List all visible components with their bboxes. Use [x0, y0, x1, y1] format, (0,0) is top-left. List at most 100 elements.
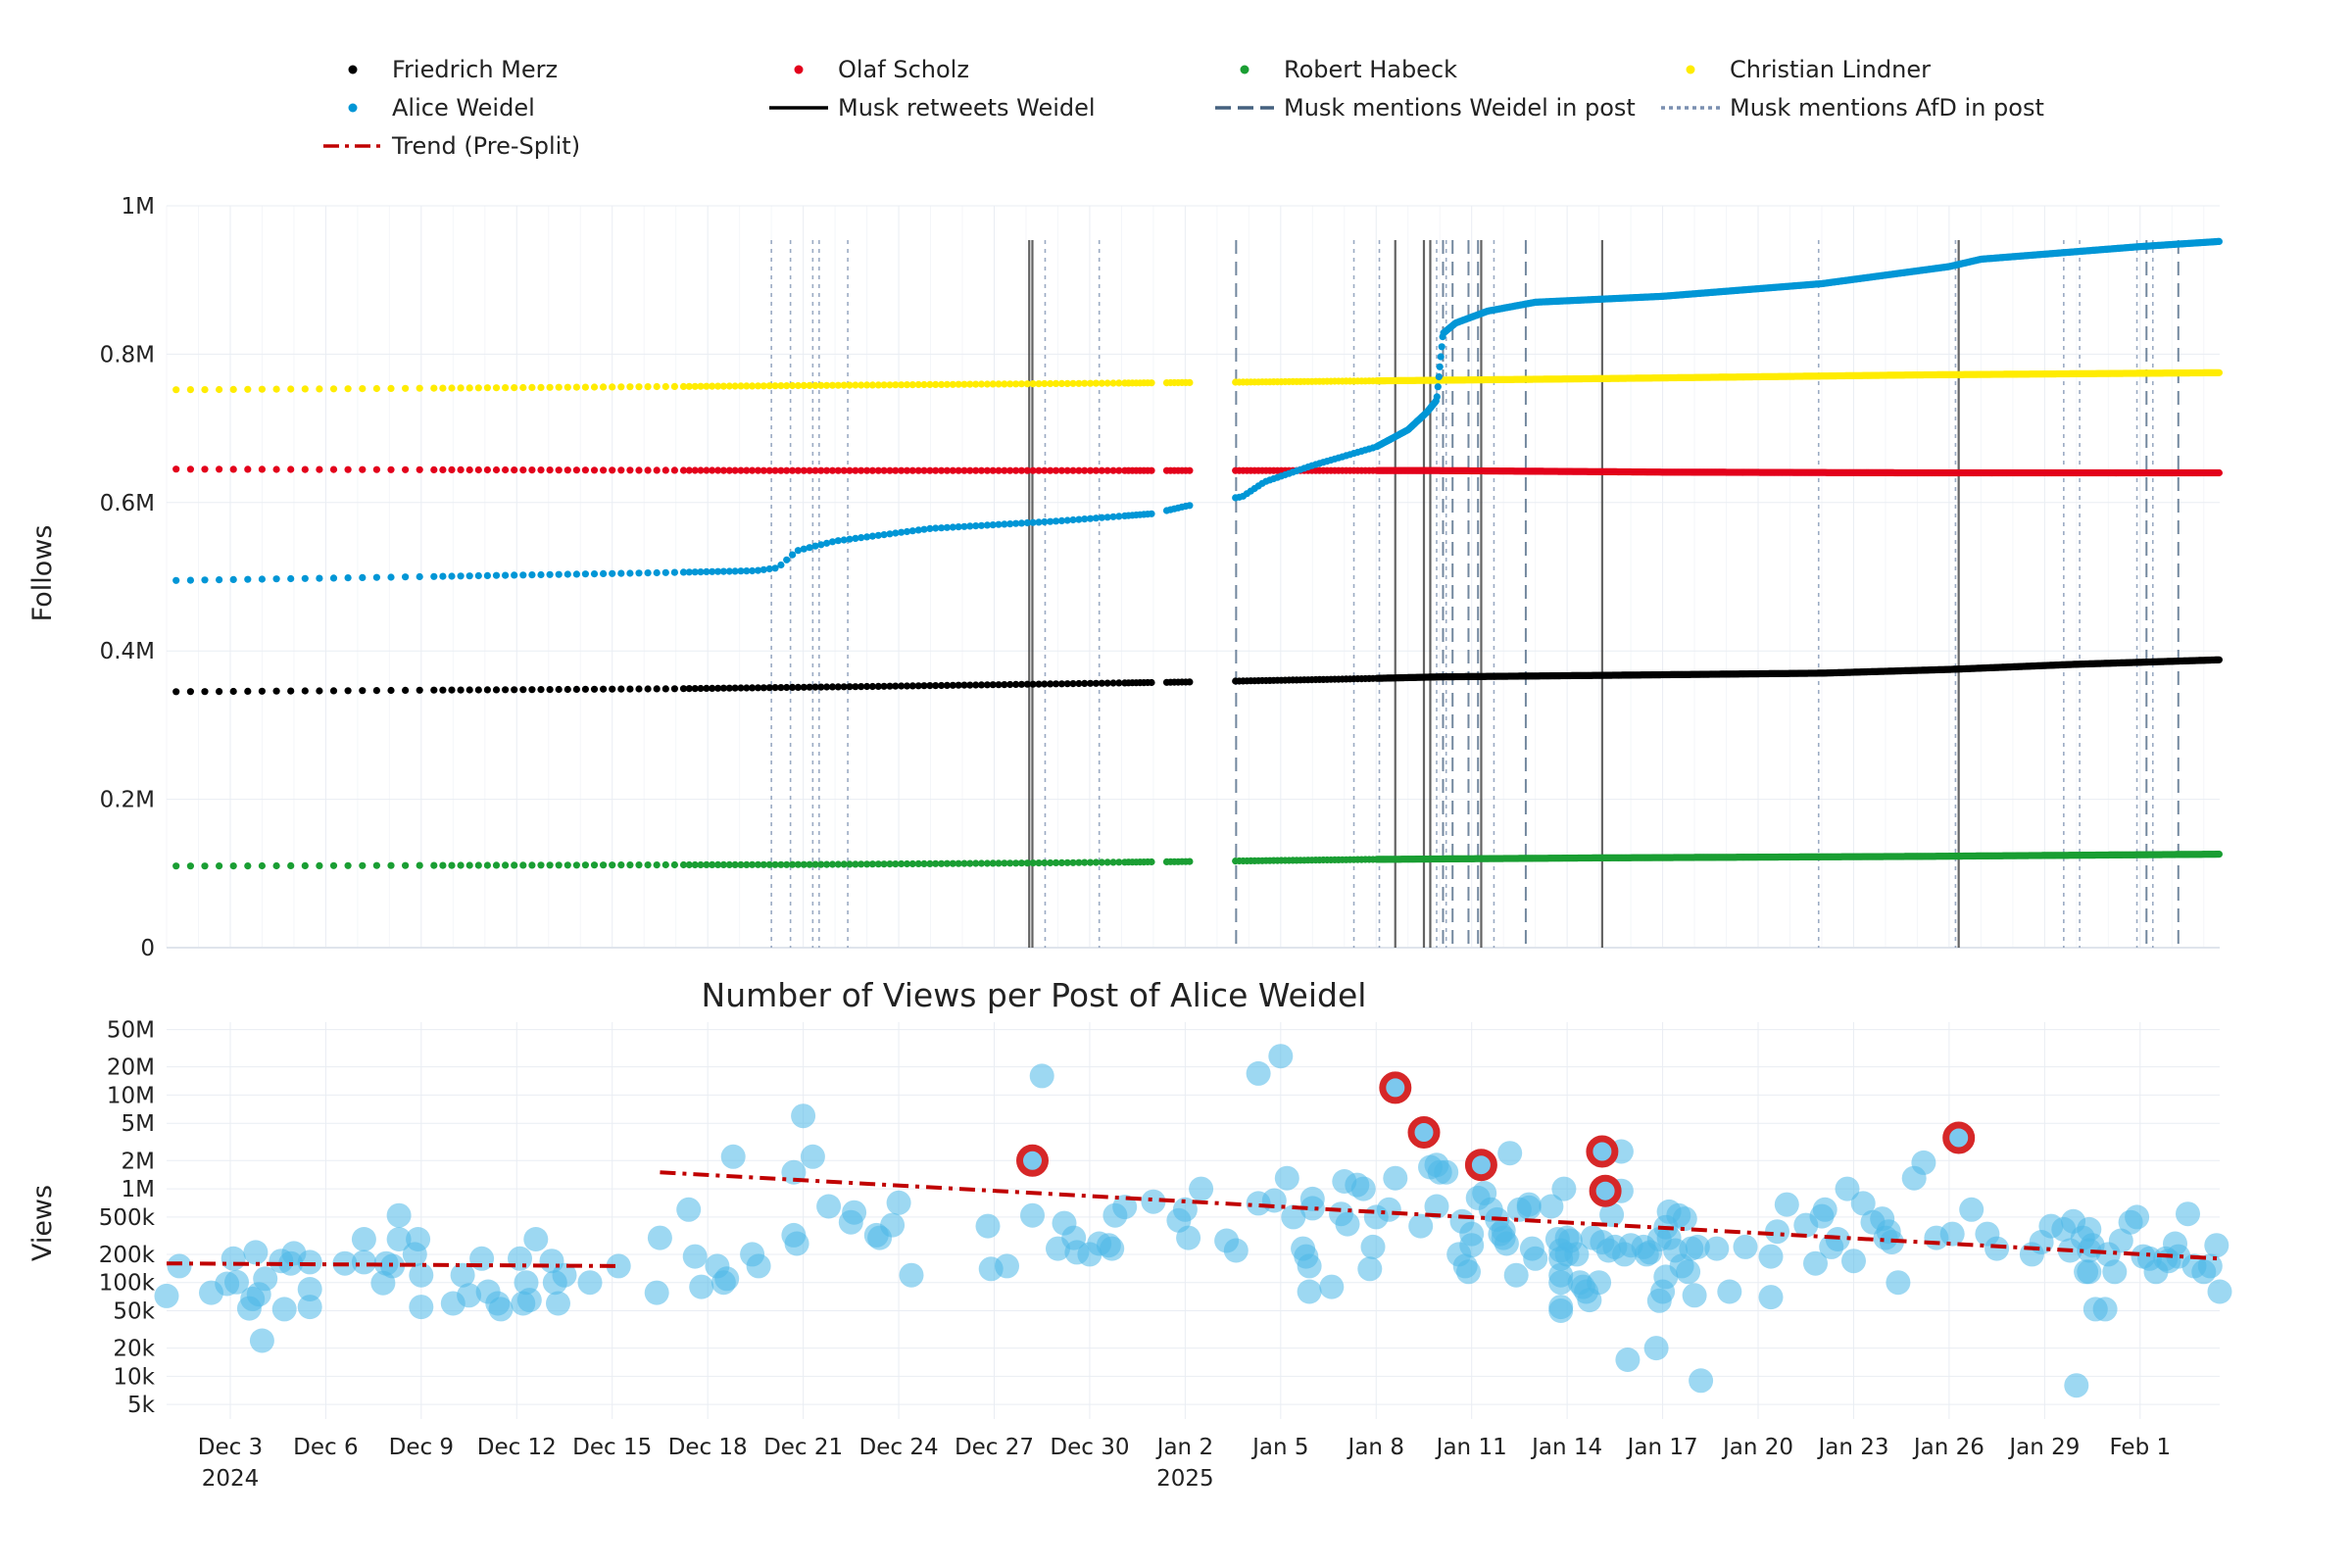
point-robert-habeck — [474, 861, 482, 869]
point-friedrich-merz — [617, 685, 625, 693]
point-olaf-scholz — [731, 466, 739, 474]
point-olaf-scholz — [1023, 466, 1031, 474]
point-olaf-scholz — [938, 466, 946, 474]
point-alice-weidel — [287, 574, 295, 583]
point-alice-weidel — [329, 574, 338, 582]
legend-label: Robert Habeck — [1284, 56, 1457, 83]
point-christian-lindner — [258, 385, 266, 393]
point-friedrich-merz — [1052, 680, 1060, 688]
point-friedrich-merz — [846, 683, 854, 691]
point-friedrich-merz — [662, 685, 669, 693]
legend-item-robert-habeck: Robert Habeck — [1240, 56, 1457, 83]
point-olaf-scholz — [949, 466, 956, 474]
point-robert-habeck — [466, 861, 473, 869]
point-friedrich-merz — [1017, 680, 1025, 688]
point-friedrich-merz — [430, 686, 438, 694]
point-friedrich-merz — [972, 681, 980, 689]
point-olaf-scholz — [703, 466, 710, 474]
point-friedrich-merz — [903, 682, 911, 690]
point-friedrich-merz — [258, 687, 266, 695]
legend-marker — [348, 103, 358, 113]
point-olaf-scholz — [1186, 466, 1194, 474]
point-christian-lindner — [439, 384, 447, 392]
point-alice-weidel — [789, 551, 797, 559]
point-olaf-scholz — [448, 466, 456, 473]
point-olaf-scholz — [329, 466, 338, 473]
point-alice-weidel — [537, 570, 545, 579]
point-christian-lindner — [564, 383, 571, 391]
point-friedrich-merz — [892, 682, 900, 690]
point-olaf-scholz — [828, 466, 837, 474]
point-alice-weidel — [402, 573, 410, 581]
point-robert-habeck — [511, 861, 518, 869]
point-olaf-scholz — [749, 466, 757, 474]
point-christian-lindner — [387, 384, 395, 392]
point-robert-habeck — [186, 862, 194, 870]
point-robert-habeck — [372, 861, 380, 869]
point-friedrich-merz — [886, 682, 894, 690]
point-friedrich-merz — [1098, 679, 1105, 687]
point-christian-lindner — [609, 383, 616, 391]
point-alice-weidel — [1438, 343, 1446, 351]
point-friedrich-merz — [600, 685, 608, 693]
point-olaf-scholz — [908, 466, 916, 474]
point-robert-habeck — [216, 862, 223, 870]
point-friedrich-merz — [719, 684, 728, 692]
point-friedrich-merz — [581, 685, 590, 693]
point-robert-habeck — [546, 861, 554, 869]
point-friedrich-merz — [590, 685, 599, 693]
point-friedrich-merz — [644, 685, 652, 693]
point-friedrich-merz — [1012, 680, 1020, 689]
point-olaf-scholz — [439, 466, 447, 473]
point-friedrich-merz — [977, 681, 986, 689]
point-olaf-scholz — [402, 466, 410, 473]
point-christian-lindner — [528, 383, 536, 391]
point-friedrich-merz — [316, 687, 323, 695]
point-alice-weidel — [519, 571, 527, 579]
point-christian-lindner — [359, 385, 367, 393]
point-alice-weidel — [635, 569, 643, 577]
point-friedrich-merz — [229, 687, 237, 696]
point-alice-weidel — [201, 576, 209, 584]
point-olaf-scholz — [800, 466, 808, 474]
point-robert-habeck — [600, 861, 608, 869]
point-friedrich-merz — [806, 683, 813, 691]
point-alice-weidel — [448, 572, 456, 580]
point-alice-weidel — [387, 573, 395, 581]
point-robert-habeck — [301, 861, 309, 870]
point-friedrich-merz — [287, 687, 295, 695]
point-christian-lindner — [635, 383, 643, 391]
legend-label: Musk retweets Weidel — [838, 94, 1096, 122]
point-alice-weidel — [777, 561, 785, 569]
point-olaf-scholz — [943, 466, 952, 474]
point-friedrich-merz — [1087, 679, 1095, 687]
point-friedrich-merz — [771, 684, 779, 692]
point-olaf-scholz — [840, 466, 848, 474]
point-alice-weidel — [344, 574, 352, 582]
point-olaf-scholz — [995, 466, 1003, 474]
point-friedrich-merz — [685, 685, 693, 693]
point-friedrich-merz — [609, 685, 616, 693]
point-friedrich-merz — [955, 681, 962, 689]
point-christian-lindner — [590, 383, 599, 391]
point-friedrich-merz — [789, 683, 797, 692]
point-olaf-scholz — [719, 466, 728, 474]
point-alice-weidel — [528, 571, 536, 579]
point-olaf-scholz — [679, 466, 688, 474]
point-christian-lindner — [287, 385, 295, 393]
point-olaf-scholz — [972, 466, 980, 474]
point-olaf-scholz — [670, 466, 679, 474]
point-olaf-scholz — [301, 466, 309, 473]
point-friedrich-merz — [439, 686, 447, 694]
point-christian-lindner — [617, 383, 625, 391]
point-alice-weidel — [430, 572, 438, 580]
point-alice-weidel — [316, 574, 323, 582]
point-olaf-scholz — [1017, 466, 1025, 474]
point-olaf-scholz — [1087, 466, 1095, 474]
point-robert-habeck — [537, 861, 545, 869]
point-olaf-scholz — [501, 466, 510, 474]
point-alice-weidel — [609, 569, 616, 577]
point-olaf-scholz — [1109, 466, 1117, 474]
legend-item-musk-retweets-weidel: Musk retweets Weidel — [769, 94, 1096, 122]
legend-marker — [348, 65, 358, 74]
